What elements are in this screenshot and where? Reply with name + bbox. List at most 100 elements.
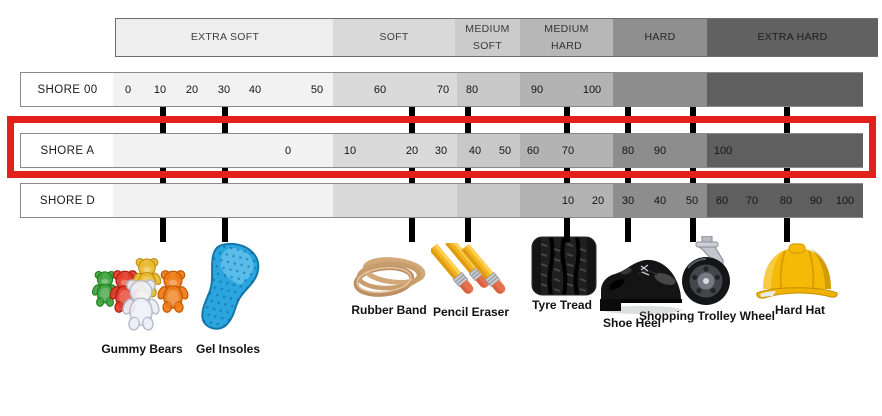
scale-value: 60: [373, 83, 387, 96]
scale-value: 40: [468, 144, 482, 157]
scale-row-shore-d: SHORE D 10 20 30 40 50 60 70 80 90 100: [20, 183, 863, 218]
scale-value: 90: [530, 83, 544, 96]
scale-value: 80: [779, 194, 793, 207]
scale-band: [113, 134, 333, 167]
scale-value: 100: [582, 83, 602, 96]
connector-tick: [625, 218, 631, 242]
scale-band: [113, 73, 333, 106]
connector-tick: [784, 218, 790, 242]
scale-value: 100: [835, 194, 855, 207]
connector-tick: [409, 168, 415, 183]
scale-value: 70: [745, 194, 759, 207]
connector-tick: [465, 218, 471, 242]
object-label-tyre-tread: Tyre Tread: [532, 298, 592, 312]
scale-value: 60: [526, 144, 540, 157]
scale-row-shore-00: SHORE 00 0 10 20 30 40 50 60 70 80 90 100: [20, 72, 863, 107]
scale-row-shore-a: SHORE A 0 10 20 30 40 50 60 70 80 90 100: [20, 133, 863, 168]
scale-value: 100: [713, 144, 733, 157]
connector-tick: [160, 168, 166, 183]
connector-tick: [564, 218, 570, 242]
category-band-soft: SOFT: [333, 19, 455, 56]
scale-band: [707, 184, 863, 217]
scale-band: [707, 134, 863, 167]
scale-value: 50: [310, 83, 324, 96]
row-label-shore-00: SHORE 00: [37, 83, 98, 96]
connector-tick: [625, 168, 631, 183]
scale-value: 70: [561, 144, 575, 157]
scale-value: 90: [809, 194, 823, 207]
connector-tick: [409, 218, 415, 242]
hard-hat-icon: [754, 242, 840, 309]
scale-value: 20: [405, 144, 419, 157]
connector-tick: [222, 168, 228, 183]
connector-tick: [564, 107, 570, 133]
scale-value: 90: [653, 144, 667, 157]
scale-band: [457, 134, 520, 167]
scale-value: 30: [434, 144, 448, 157]
scale-value: 20: [185, 83, 199, 96]
scale-value: 0: [124, 83, 132, 96]
gel-insoles-icon: [193, 241, 267, 342]
scale-value: 70: [436, 83, 450, 96]
category-band-extra-soft: EXTRA SOFT: [116, 19, 334, 56]
object-label-shoe-heel: Shoe Heel: [602, 316, 662, 330]
scale-band: [613, 134, 707, 167]
scale-value: 10: [561, 194, 575, 207]
row-label-shore-a: SHORE A: [40, 144, 95, 157]
scale-value: 80: [621, 144, 635, 157]
connector-tick: [409, 107, 415, 133]
scale-value: 50: [685, 194, 699, 207]
category-header: EXTRA SOFT SOFT MEDIUM SOFT MEDIUM HARD HARD…: [115, 18, 878, 57]
object-label-hard-hat: Hard Hat: [774, 303, 826, 317]
scale-band: [613, 73, 707, 106]
scale-value: 0: [284, 144, 292, 157]
scale-band: [457, 184, 520, 217]
scale-value: 80: [465, 83, 479, 96]
connector-tick: [690, 218, 696, 242]
scale-band: [333, 73, 457, 106]
scale-value: 40: [248, 83, 262, 96]
connector-tick: [222, 107, 228, 133]
connector-tick: [160, 218, 166, 242]
connector-tick: [222, 218, 228, 242]
connector-tick: [465, 168, 471, 183]
scale-band: [520, 184, 613, 217]
connector-tick: [690, 107, 696, 133]
scale-value: 40: [653, 194, 667, 207]
scale-value: 30: [217, 83, 231, 96]
scale-band: [707, 73, 863, 106]
shopping-trolley-wheel-icon: [676, 235, 738, 313]
scale-band: [113, 184, 333, 217]
scale-band: [520, 73, 613, 106]
object-label-rubber-band: Rubber Band: [351, 303, 427, 317]
object-label-pencil-eraser: Pencil Eraser: [432, 305, 510, 319]
category-band-extra-hard: EXTRA HARD: [707, 19, 878, 56]
connector-tick: [160, 107, 166, 133]
object-label-shopping-trolley-wheel: Shopping Trolley Wheel: [638, 309, 776, 323]
scale-band: [457, 73, 520, 106]
scale-value: 10: [153, 83, 167, 96]
object-label-gel-insoles: Gel Insoles: [195, 342, 261, 356]
scale-band: [613, 184, 707, 217]
scale-band: [333, 134, 457, 167]
connector-tick: [690, 168, 696, 183]
connector-tick: [625, 107, 631, 133]
scale-value: 30: [621, 194, 635, 207]
category-band-medium-soft: MEDIUM SOFT: [455, 19, 520, 56]
shoe-heel-icon: [596, 249, 684, 320]
scale-value: 60: [715, 194, 729, 207]
rubber-band-icon: [350, 250, 428, 305]
gummy-bears-icon: [89, 236, 191, 345]
connector-tick: [564, 168, 570, 183]
category-band-medium-hard: MEDIUM HARD: [520, 19, 613, 56]
pencil-eraser-icon: [429, 237, 513, 308]
tyre-tread-icon: [529, 236, 599, 301]
object-label-gummy-bears: Gummy Bears: [101, 342, 183, 356]
scale-band: [333, 184, 457, 217]
category-band-hard: HARD: [613, 19, 707, 56]
scale-value: 10: [343, 144, 357, 157]
connector-tick: [784, 107, 790, 133]
scale-value: 20: [591, 194, 605, 207]
scale-band: [520, 134, 613, 167]
